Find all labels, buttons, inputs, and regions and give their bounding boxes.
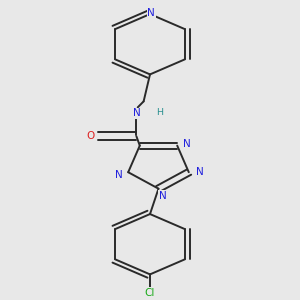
- Text: N: N: [183, 139, 190, 149]
- Text: H: H: [156, 108, 163, 117]
- Text: N: N: [147, 8, 155, 19]
- Text: O: O: [86, 131, 95, 141]
- Text: Cl: Cl: [145, 288, 155, 298]
- Text: N: N: [196, 167, 203, 177]
- Text: N: N: [159, 191, 166, 201]
- Text: N: N: [133, 108, 140, 118]
- Text: N: N: [115, 170, 123, 180]
